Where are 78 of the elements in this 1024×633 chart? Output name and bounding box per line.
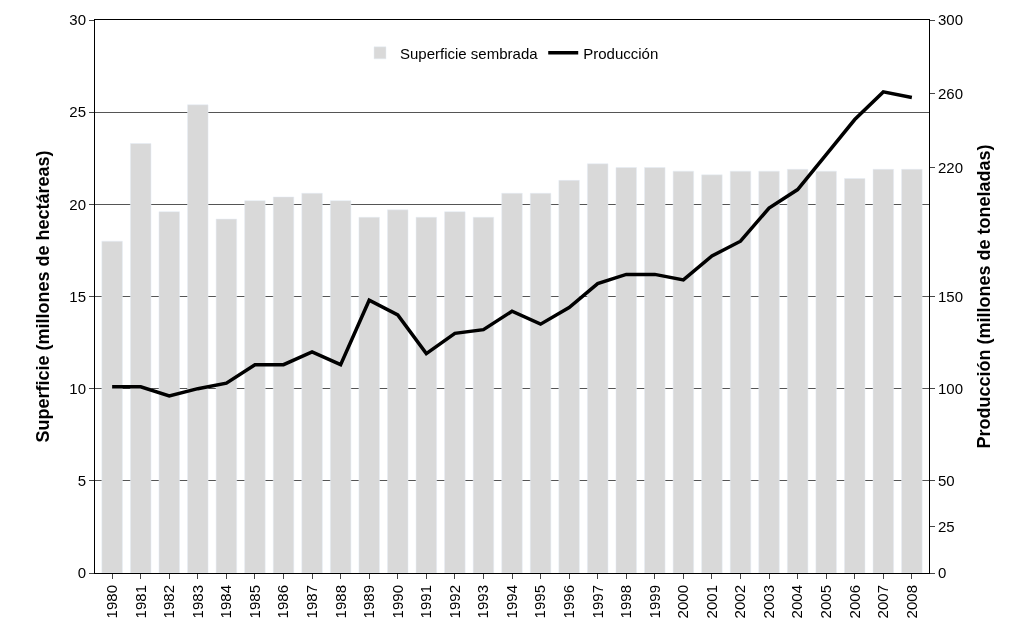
x-tick-label: 1991: [417, 585, 435, 619]
legend-label: Superficie sembrada: [400, 44, 539, 62]
y-tick-label: 15: [69, 287, 86, 305]
x-tick-label: 1982: [160, 585, 178, 619]
y2-tick-label: 100: [938, 379, 964, 397]
x-tick-label: 1980: [103, 585, 121, 619]
x-tick-label: 2001: [702, 585, 720, 619]
y2-axis-title: Producción (millones de toneladas): [974, 144, 995, 449]
bar: [301, 193, 323, 573]
y-tick-label: 10: [69, 379, 86, 397]
y-tick-label: 5: [77, 472, 86, 490]
y2-tick-label: 0: [938, 564, 947, 582]
bar: [215, 218, 237, 573]
x-tick-label: 1984: [217, 585, 235, 619]
bar: [872, 169, 894, 573]
bar: [787, 169, 809, 573]
y-axis-title: Superficie (millones de hectáreas): [32, 150, 53, 443]
x-tick-label: 1985: [245, 585, 263, 619]
y2-tick-label: 150: [938, 287, 964, 305]
x-tick-label: 2000: [674, 585, 692, 619]
bar: [101, 240, 123, 573]
bar: [358, 216, 380, 573]
x-tick-label: 1981: [131, 585, 149, 619]
bar: [244, 200, 266, 573]
x-tick-label: 1983: [188, 585, 206, 619]
y-tick-label: 25: [69, 103, 86, 121]
bar: [644, 167, 666, 573]
bar: [158, 211, 180, 573]
x-tick-label: 2005: [817, 585, 835, 619]
bar: [272, 196, 295, 573]
x-tick-label: 2002: [731, 585, 749, 619]
y-tick-label: 20: [69, 195, 86, 213]
bar: [615, 167, 637, 573]
x-tick-label: 2008: [902, 585, 920, 619]
bar: [530, 193, 552, 573]
y2-tick-label: 260: [938, 84, 964, 102]
bar: [672, 170, 694, 573]
x-tick-label: 2004: [788, 585, 806, 619]
x-tick-label: 1999: [645, 585, 663, 619]
y-tick-label: 0: [77, 564, 86, 582]
bar: [901, 169, 923, 573]
bar: [844, 178, 866, 573]
x-tick-label: 2003: [759, 585, 777, 619]
legend-label: Producción: [583, 44, 659, 62]
x-tick-label: 1988: [331, 585, 349, 619]
x-tick-label: 1987: [302, 585, 320, 619]
bar: [415, 216, 437, 573]
bar: [758, 170, 780, 573]
x-tick-label: 1993: [474, 585, 492, 619]
bar: [558, 180, 580, 573]
x-tick-label: 1989: [360, 585, 378, 619]
x-tick-label: 2007: [874, 585, 892, 619]
bar: [444, 211, 466, 573]
line-series: [110, 90, 914, 398]
bar: [501, 193, 523, 573]
bar: [472, 216, 494, 573]
bar: [130, 143, 152, 573]
bar: [701, 174, 723, 573]
y2-tick-label: 50: [938, 472, 955, 490]
y2-tick-label: 220: [938, 158, 964, 176]
x-tick-label: 1995: [531, 585, 549, 619]
x-tick-label: 1992: [445, 585, 463, 619]
x-tick-label: 1997: [588, 585, 606, 619]
y2-tick-label: 300: [938, 11, 964, 29]
x-tick-label: 1998: [617, 585, 635, 619]
x-tick-label: 1994: [502, 585, 520, 619]
x-tick-label: 1990: [388, 585, 406, 619]
x-tick-label: 2006: [845, 585, 863, 619]
x-tick-label: 1986: [274, 585, 292, 619]
y-tick-label: 30: [69, 11, 86, 29]
y2-tick-label: 25: [938, 518, 955, 536]
x-tick-label: 1996: [559, 585, 577, 619]
bar: [729, 170, 752, 573]
bar: [587, 163, 609, 573]
bar: [187, 104, 209, 573]
bar: [815, 170, 837, 573]
bar: [387, 209, 409, 573]
bar: [330, 200, 352, 573]
